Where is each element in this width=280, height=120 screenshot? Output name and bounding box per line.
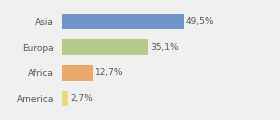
Text: 49,5%: 49,5% xyxy=(186,17,214,26)
Bar xyxy=(62,14,184,29)
Text: 35,1%: 35,1% xyxy=(151,43,179,52)
Bar xyxy=(62,91,68,106)
Text: 2,7%: 2,7% xyxy=(71,94,94,103)
Bar xyxy=(62,39,148,55)
Bar xyxy=(62,65,93,81)
Text: 12,7%: 12,7% xyxy=(95,68,124,77)
